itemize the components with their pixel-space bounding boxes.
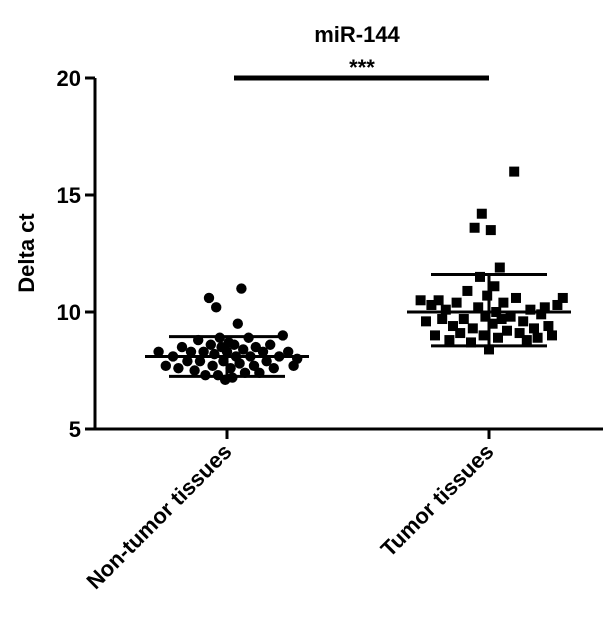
data-point xyxy=(433,295,444,306)
data-point xyxy=(505,311,516,322)
data-point xyxy=(211,302,222,313)
data-point xyxy=(467,323,478,334)
data-point xyxy=(475,271,485,282)
data-point xyxy=(480,311,491,322)
data-point xyxy=(229,339,240,350)
data-point xyxy=(426,299,437,310)
data-point xyxy=(268,362,279,374)
data-point xyxy=(529,323,539,334)
data-point xyxy=(185,346,197,357)
data-point xyxy=(437,314,448,325)
data-point xyxy=(536,309,547,320)
data-point xyxy=(478,330,489,341)
data-point xyxy=(462,285,473,296)
chart-title: miR-144 xyxy=(314,22,400,47)
significance-label: *** xyxy=(349,55,375,80)
data-point xyxy=(557,292,568,303)
x-tick-label: Non-tumor tissues xyxy=(81,439,236,594)
data-point xyxy=(257,346,269,357)
data-point xyxy=(451,297,462,308)
data-point xyxy=(484,344,494,355)
data-point xyxy=(176,341,188,353)
data-point xyxy=(182,355,193,367)
data-point xyxy=(502,325,512,336)
data-point xyxy=(205,339,216,350)
y-tick-label: 20 xyxy=(57,66,81,91)
data-point xyxy=(494,262,505,273)
data-point xyxy=(547,330,557,341)
data-point xyxy=(198,346,209,357)
data-point xyxy=(430,330,440,341)
data-point xyxy=(238,344,249,355)
data-point xyxy=(232,318,243,329)
data-point xyxy=(153,346,164,357)
data-point xyxy=(248,360,260,372)
data-point xyxy=(514,328,525,339)
data-point xyxy=(532,332,543,343)
data-point xyxy=(552,299,563,310)
data-point xyxy=(415,295,426,306)
data-point xyxy=(207,360,218,372)
y-tick-label: 10 xyxy=(57,300,81,325)
x-tick-label: Tumor tissues xyxy=(376,439,499,562)
data-point xyxy=(448,321,458,332)
data-point xyxy=(444,335,455,346)
data-point xyxy=(469,222,480,233)
data-point xyxy=(466,337,476,348)
data-point xyxy=(203,292,215,304)
data-point xyxy=(539,302,550,313)
data-point xyxy=(498,297,509,308)
data-point xyxy=(194,355,206,367)
data-point xyxy=(234,358,245,369)
y-tick-label: 5 xyxy=(69,417,81,442)
data-point xyxy=(189,365,200,376)
data-point xyxy=(265,339,276,350)
mean-sd-bars xyxy=(145,273,571,378)
data-point xyxy=(511,292,521,303)
significance-annotation: *** xyxy=(234,55,489,81)
data-point xyxy=(455,328,466,339)
data-point xyxy=(458,314,469,325)
data-point xyxy=(496,314,507,325)
data-point xyxy=(476,208,487,219)
data-point xyxy=(518,316,529,327)
data-point xyxy=(521,335,532,346)
data-point xyxy=(421,316,431,327)
y-tick-label: 15 xyxy=(57,183,81,208)
data-point xyxy=(283,346,294,357)
data-point xyxy=(173,362,184,374)
data-point xyxy=(509,166,520,177)
data-point xyxy=(261,355,272,367)
data-point xyxy=(543,321,554,332)
data-point xyxy=(493,332,503,343)
data-point xyxy=(160,360,171,372)
data-point xyxy=(236,283,247,294)
data-point xyxy=(473,302,484,313)
data-point xyxy=(485,225,496,236)
data-point xyxy=(487,318,498,329)
data-point xyxy=(482,290,493,301)
data-point xyxy=(525,304,536,315)
y-axis-label: Delta ct xyxy=(14,213,39,293)
data-point xyxy=(440,304,451,315)
data-point xyxy=(489,281,500,292)
